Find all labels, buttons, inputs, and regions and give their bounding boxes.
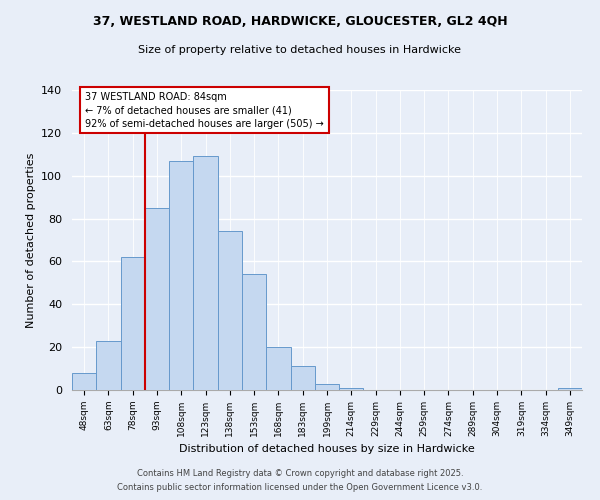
Text: Contains public sector information licensed under the Open Government Licence v3: Contains public sector information licen… <box>118 484 482 492</box>
Bar <box>121 257 145 390</box>
X-axis label: Distribution of detached houses by size in Hardwicke: Distribution of detached houses by size … <box>179 444 475 454</box>
Bar <box>266 347 290 390</box>
Y-axis label: Number of detached properties: Number of detached properties <box>26 152 35 328</box>
Bar <box>558 388 582 390</box>
Text: Contains HM Land Registry data © Crown copyright and database right 2025.: Contains HM Land Registry data © Crown c… <box>137 468 463 477</box>
Bar <box>218 232 242 390</box>
Bar <box>169 160 193 390</box>
Bar <box>290 366 315 390</box>
Bar <box>339 388 364 390</box>
Text: Size of property relative to detached houses in Hardwicke: Size of property relative to detached ho… <box>139 45 461 55</box>
Bar <box>145 208 169 390</box>
Bar <box>193 156 218 390</box>
Text: 37, WESTLAND ROAD, HARDWICKE, GLOUCESTER, GL2 4QH: 37, WESTLAND ROAD, HARDWICKE, GLOUCESTER… <box>92 15 508 28</box>
Bar <box>72 373 96 390</box>
Bar <box>96 340 121 390</box>
Bar <box>242 274 266 390</box>
Bar <box>315 384 339 390</box>
Text: 37 WESTLAND ROAD: 84sqm
← 7% of detached houses are smaller (41)
92% of semi-det: 37 WESTLAND ROAD: 84sqm ← 7% of detached… <box>85 92 324 128</box>
